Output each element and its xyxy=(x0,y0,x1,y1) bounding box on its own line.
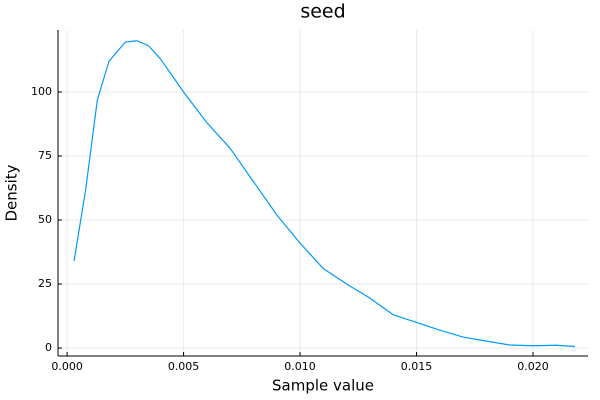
x-axis-label: Sample value xyxy=(272,377,374,395)
x-tick-label: 0.000 xyxy=(51,360,83,373)
y-axis-label: Density xyxy=(3,164,21,221)
x-tick-label: 0.020 xyxy=(517,360,549,373)
y-tick-label: 50 xyxy=(38,213,52,226)
x-tick-label: 0.005 xyxy=(168,360,200,373)
chart-title: seed xyxy=(300,1,345,23)
y-tick-label: 75 xyxy=(38,149,52,162)
x-tick-label: 0.015 xyxy=(401,360,433,373)
y-tick-label: 0 xyxy=(45,341,52,354)
x-tick-label: 0.010 xyxy=(284,360,316,373)
density-line xyxy=(73,40,575,348)
y-tick-label: 25 xyxy=(38,277,52,290)
y-tick-label: 100 xyxy=(31,85,52,98)
